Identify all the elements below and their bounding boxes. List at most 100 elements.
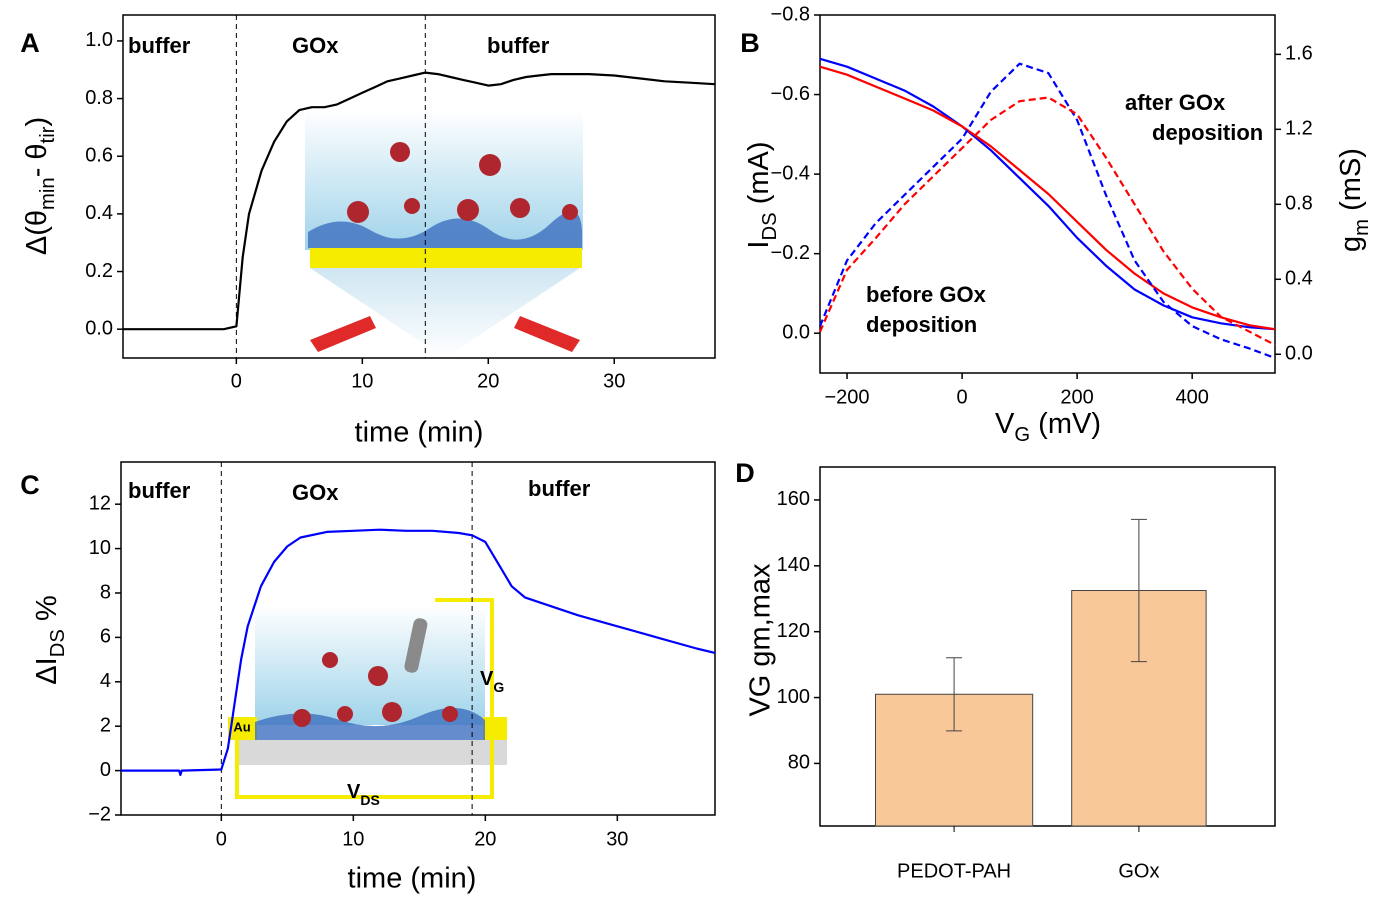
- x-tick-label: 0: [216, 828, 227, 850]
- inset-substrate: [235, 740, 507, 765]
- annotation: buffer: [487, 33, 550, 58]
- annotation: before GOx: [866, 282, 987, 307]
- y-tick-label: 0: [100, 759, 111, 781]
- y-tick-label: 4: [100, 670, 111, 692]
- annotation: deposition: [1152, 120, 1263, 145]
- plot-frame: [819, 14, 1276, 374]
- x-tick-label: −200: [825, 386, 870, 408]
- inset-electrode: [483, 717, 507, 740]
- y-axis-label-part: DS: [47, 629, 69, 657]
- y2-axis-label-part: (mS): [1335, 148, 1367, 219]
- y-axis-label-part: DS: [759, 212, 781, 240]
- y-tick-label: −2: [88, 803, 111, 825]
- x-tick-label: 0: [231, 370, 242, 392]
- plot-frame: [122, 14, 716, 359]
- y-tick-label: 0.6: [85, 145, 113, 167]
- y-axis-label-part: (mA): [743, 141, 775, 212]
- annotation: buffer: [128, 33, 191, 58]
- x-tick-label: 400: [1175, 386, 1208, 408]
- y2-axis-label: gm (mS): [1335, 148, 1374, 252]
- x-axis-label: VG (mV): [995, 408, 1101, 447]
- annotation: buffer: [528, 476, 591, 501]
- y2-tick-label: 1.6: [1285, 43, 1313, 65]
- y-tick-label: −0.8: [771, 3, 810, 25]
- inset-proteins: [293, 652, 458, 727]
- y-tick-label: −0.4: [771, 162, 810, 184]
- annotation: after GOx: [1125, 90, 1226, 115]
- y-tick-label: 12: [89, 492, 111, 514]
- inset-wire: [235, 598, 494, 799]
- plot-frame: [819, 466, 1276, 827]
- y-tick-label: 0.0: [782, 322, 810, 344]
- inset-film: [308, 211, 582, 248]
- plot-frame: [120, 461, 716, 816]
- inset-water: [255, 605, 485, 725]
- y2-axis-label-part: g: [1335, 236, 1367, 252]
- y-axis-label-part: I: [743, 241, 775, 249]
- x-axis-label-part: (mV): [1030, 408, 1101, 440]
- x-axis-label: time (min): [348, 863, 477, 895]
- inset-electrode: [228, 717, 257, 740]
- annotation: GOx: [292, 480, 339, 505]
- x-tick-label: 10: [351, 370, 373, 392]
- y-tick-label: 120: [777, 620, 810, 642]
- y-axis-label-part: - θ: [21, 143, 53, 177]
- y-axis-label-part: min: [37, 177, 59, 210]
- y-tick-label: −0.6: [771, 83, 810, 105]
- series-line: [819, 65, 1276, 331]
- annotation: GOx: [292, 33, 339, 58]
- x-tick-label: GOx: [1118, 860, 1159, 882]
- x-axis-label-part: V: [995, 408, 1015, 440]
- inset-label-part: V: [347, 781, 361, 803]
- panel-letter: C: [20, 470, 40, 500]
- x-tick-label: 200: [1060, 386, 1093, 408]
- y-axis-label: VG gm,max: [745, 563, 777, 717]
- x-tick-label: 20: [477, 370, 499, 392]
- y-tick-label: 80: [788, 752, 810, 774]
- y-tick-label: 2: [100, 714, 111, 736]
- y-axis-label-part: Δ(θ: [21, 210, 53, 255]
- series-line: [123, 71, 716, 331]
- y2-tick-label: 0.0: [1285, 343, 1313, 365]
- inset-laser: [310, 316, 376, 352]
- series-line: [818, 96, 1276, 346]
- x-axis-label-part: G: [1014, 424, 1030, 446]
- inset-c: [228, 598, 507, 799]
- inset-gold: [310, 248, 582, 268]
- y2-tick-label: 1.2: [1285, 118, 1313, 140]
- y-tick-label: 10: [89, 537, 111, 559]
- inset-proteins: [347, 142, 578, 223]
- series-line: [819, 57, 1276, 331]
- x-tick-label: 10: [342, 828, 364, 850]
- y2-tick-label: 0.8: [1285, 193, 1313, 215]
- y-tick-label: 100: [777, 686, 810, 708]
- x-tick-label: 0: [957, 386, 968, 408]
- y-axis-label-part: ΔI: [31, 657, 63, 684]
- panel-letter: D: [735, 458, 755, 488]
- y2-tick-label: 0.4: [1285, 268, 1313, 290]
- x-tick-label: 30: [603, 370, 625, 392]
- inset-label-part: G: [493, 679, 504, 695]
- x-tick-label: 20: [474, 828, 496, 850]
- y-axis-label: IDS (mA): [743, 141, 782, 248]
- inset-laser: [514, 316, 580, 352]
- y-tick-label: 6: [100, 626, 111, 648]
- inset-label: Au: [233, 719, 250, 734]
- inset-film: [255, 707, 485, 740]
- panel-letter: A: [20, 28, 40, 58]
- y-axis-label-part: %: [31, 595, 63, 629]
- panel-letter: B: [740, 28, 760, 58]
- inset-a: [305, 110, 583, 358]
- y-axis-label: ΔIDS %: [31, 595, 70, 684]
- y-tick-label: 0.0: [85, 317, 113, 339]
- y-axis-label-part: tir: [37, 126, 59, 143]
- y-tick-label: 1.0: [85, 29, 113, 51]
- inset-label-part: DS: [360, 792, 379, 808]
- annotation: buffer: [128, 478, 191, 503]
- series-line: [818, 62, 1276, 360]
- x-axis-label: time (min): [355, 417, 484, 449]
- inset-gate: [404, 618, 428, 673]
- series-line: [121, 528, 716, 777]
